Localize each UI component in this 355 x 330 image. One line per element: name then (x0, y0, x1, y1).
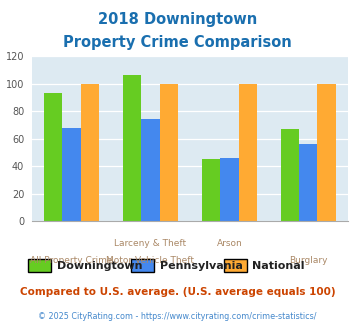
Text: Downingtown: Downingtown (57, 261, 142, 271)
Bar (281, 129, 299, 221)
Text: Motor Vehicle Theft: Motor Vehicle Theft (106, 256, 195, 265)
Bar (81, 83, 99, 221)
Bar (239, 83, 257, 221)
Text: All Property Crime: All Property Crime (30, 256, 113, 265)
Text: Burglary: Burglary (289, 256, 328, 265)
Bar (62, 128, 81, 221)
Text: National: National (252, 261, 305, 271)
Text: Compared to U.S. average. (U.S. average equals 100): Compared to U.S. average. (U.S. average … (20, 287, 335, 297)
Text: 2018 Downingtown: 2018 Downingtown (98, 12, 257, 26)
Text: © 2025 CityRating.com - https://www.cityrating.com/crime-statistics/: © 2025 CityRating.com - https://www.city… (38, 312, 317, 321)
Bar (123, 75, 141, 221)
Bar (159, 83, 178, 221)
Bar (299, 144, 317, 221)
Text: Property Crime Comparison: Property Crime Comparison (63, 35, 292, 50)
Text: Pennsylvania: Pennsylvania (160, 261, 242, 271)
Bar (202, 159, 220, 221)
Bar (317, 83, 336, 221)
Bar (220, 158, 239, 221)
Text: Larceny & Theft: Larceny & Theft (114, 239, 186, 248)
Bar (141, 119, 159, 221)
Bar (44, 93, 62, 221)
Text: Arson: Arson (217, 239, 242, 248)
